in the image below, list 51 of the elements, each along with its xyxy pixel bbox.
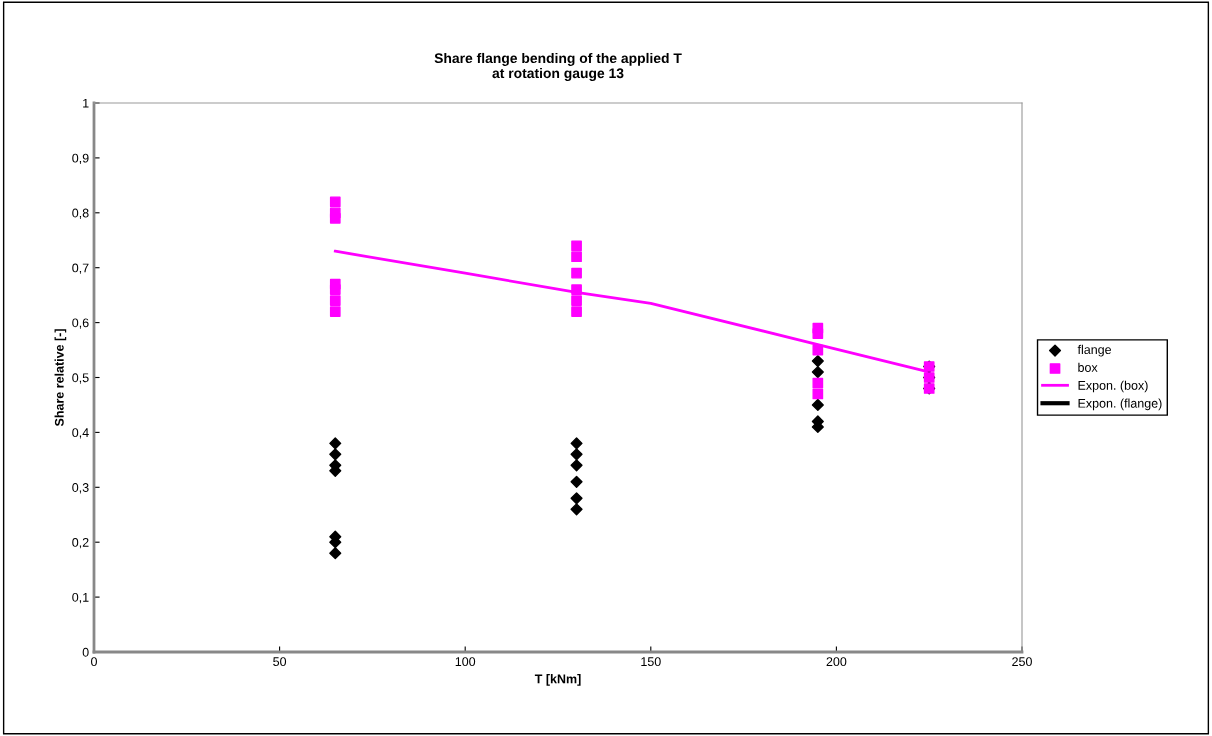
y-tick-label: 0,6: [72, 318, 89, 329]
point: [812, 388, 824, 400]
chart-title: Share flange bending of the applied T at rotation gauge 13: [434, 52, 682, 81]
point: [571, 240, 582, 252]
x-tick-label: 50: [273, 657, 287, 667]
point: [570, 475, 583, 488]
point: [329, 212, 341, 224]
point: [329, 295, 341, 306]
point: [571, 251, 582, 263]
y-tick-label: 0,5: [72, 373, 89, 384]
point: [329, 437, 342, 450]
point: [570, 448, 583, 461]
point: [329, 306, 341, 317]
point: [811, 398, 824, 412]
x-tick-label: 200: [826, 657, 847, 667]
legend-label: Expon. (box): [1078, 380, 1148, 393]
y-tick-label: 0: [82, 647, 89, 657]
x-axis-title: T [kNm]: [534, 674, 581, 686]
point: [329, 284, 341, 296]
point: [570, 492, 583, 505]
y-tick-label: 1: [83, 98, 89, 108]
point: [570, 437, 583, 450]
point: [811, 365, 824, 379]
legend-label: Expon. (flange): [1078, 398, 1162, 411]
y-tick-label: 0,4: [72, 428, 89, 439]
x-tick-label: 100: [455, 657, 476, 667]
point: [811, 354, 824, 368]
y-tick-label: 0,3: [72, 483, 89, 494]
point: [812, 344, 824, 356]
y-tick-label: 0,1: [72, 592, 89, 604]
y-tick-label: 0,2: [72, 538, 89, 549]
point: [570, 503, 583, 516]
point: [571, 284, 582, 296]
x-tick-label: 0: [91, 657, 97, 667]
legend-label: box: [1078, 362, 1098, 372]
x-tick-label: 150: [641, 657, 661, 667]
y-tick-label: 0,8: [72, 208, 89, 219]
point: [570, 459, 583, 472]
point: [571, 306, 582, 317]
x-tick-label: 250: [1012, 657, 1032, 667]
legend-label: flange: [1077, 344, 1112, 357]
y-tick-label: 0,7: [72, 263, 89, 274]
point: [571, 295, 582, 306]
point: [329, 448, 342, 461]
point: [329, 196, 341, 208]
point: [812, 328, 824, 339]
y-axis-title: Share relative [-]: [54, 329, 67, 427]
point: [329, 547, 342, 560]
y-tick-label: 0,9: [72, 153, 89, 165]
point: [812, 377, 824, 389]
point: [571, 267, 582, 279]
